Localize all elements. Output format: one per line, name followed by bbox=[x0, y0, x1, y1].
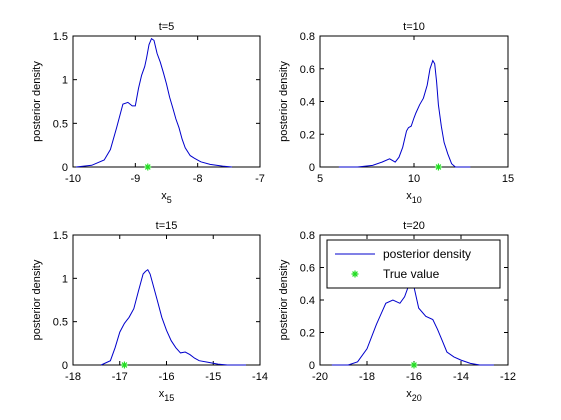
legend-entry-label: True value bbox=[383, 267, 440, 281]
y-tick-label: 0.8 bbox=[300, 31, 315, 43]
x-tick-label: -14 bbox=[453, 371, 469, 383]
y-tick-label: 0.6 bbox=[300, 263, 315, 275]
y-tick-label: 1.5 bbox=[53, 31, 68, 43]
density-line bbox=[100, 268, 246, 366]
y-tick-label: 1 bbox=[62, 75, 68, 87]
x-tick-label: -20 bbox=[312, 371, 328, 383]
x-axis-label: x15 bbox=[159, 388, 175, 403]
legend: posterior density True value bbox=[326, 239, 501, 289]
legend-marker-swatch bbox=[351, 270, 359, 278]
subplot-title: t=20 bbox=[403, 220, 425, 232]
x-tick-label: -12 bbox=[500, 371, 516, 383]
y-tick-label: 0 bbox=[309, 360, 315, 372]
density-line bbox=[76, 37, 232, 168]
y-tick-label: 0.6 bbox=[300, 64, 315, 76]
subplot-1: -10 -9 -8 -7 0 0.5 1 1.5 t=5 x5 posterior density bbox=[31, 21, 265, 205]
y-tick-label: 1 bbox=[62, 273, 68, 285]
x-tick-label: -9 bbox=[130, 173, 140, 185]
y-tick-label: 0.8 bbox=[300, 230, 315, 242]
x-axis-label-main: x bbox=[406, 190, 412, 202]
x-tick-label: -17 bbox=[112, 371, 128, 383]
y-tick-label: 0.2 bbox=[300, 328, 315, 340]
x-tick-label: -8 bbox=[193, 173, 203, 185]
x-tick-label: 15 bbox=[502, 173, 514, 185]
x-tick-label: -16 bbox=[159, 371, 175, 383]
plot-area bbox=[72, 234, 261, 366]
x-tick-label: -18 bbox=[65, 371, 81, 383]
y-tick-label: 0.5 bbox=[53, 317, 68, 329]
x-axis-label-main: x bbox=[406, 388, 412, 400]
y-tick-label: 0 bbox=[62, 360, 68, 372]
x-tick-label: 10 bbox=[408, 173, 420, 185]
y-tick-label: 0.4 bbox=[300, 97, 315, 109]
y-tick-label: 0.2 bbox=[300, 129, 315, 141]
density-line bbox=[338, 59, 471, 168]
y-tick-label: 1.5 bbox=[53, 230, 68, 242]
y-axis-label: posterior density bbox=[278, 61, 290, 142]
x-axis-label: x5 bbox=[161, 190, 172, 205]
subplot-3: -18 -17 -16 -15 -14 0 0.5 1 1.5 t=15 x15 posterior … bbox=[31, 220, 268, 403]
x-tick-label: -15 bbox=[205, 371, 221, 383]
x-tick-label: -10 bbox=[65, 173, 81, 185]
y-axis-label: posterior density bbox=[31, 61, 43, 142]
plot-area bbox=[319, 35, 509, 168]
y-tick-label: 0 bbox=[309, 162, 315, 174]
subplot-title: t=10 bbox=[403, 21, 425, 33]
legend-entry-label: posterior density bbox=[383, 247, 471, 261]
plot-area bbox=[72, 35, 261, 168]
x-tick-label: -14 bbox=[252, 371, 268, 383]
true-value-marker bbox=[434, 163, 442, 171]
subplot-4: -20 -18 -16 -14 -12 0 0.2 0.4 0.6 0.8 t=20 x20 poste… bbox=[278, 220, 516, 403]
x-axis-label-main: x bbox=[161, 190, 167, 202]
x-axis-label-main: x bbox=[159, 388, 165, 400]
y-tick-label: 0.5 bbox=[53, 118, 68, 130]
legend-box bbox=[326, 239, 501, 289]
x-tick-label: 5 bbox=[317, 173, 323, 185]
true-value-marker bbox=[120, 361, 128, 369]
y-axis-label: posterior density bbox=[278, 259, 290, 340]
x-axis-label: x20 bbox=[406, 388, 422, 403]
x-axis-label-subscript: 15 bbox=[164, 393, 174, 403]
density-line bbox=[331, 283, 494, 366]
x-axis-label-subscript: 10 bbox=[412, 195, 422, 205]
y-axis-label: posterior density bbox=[31, 259, 43, 340]
subplot-title: t=5 bbox=[159, 21, 175, 33]
x-tick-label: -16 bbox=[406, 371, 422, 383]
x-tick-label: -18 bbox=[359, 371, 375, 383]
x-tick-label: -7 bbox=[255, 173, 265, 185]
x-axis-label-subscript: 20 bbox=[412, 393, 422, 403]
true-value-marker bbox=[144, 163, 152, 171]
true-value-marker bbox=[410, 361, 418, 369]
y-tick-label: 0.4 bbox=[300, 295, 315, 307]
subplot-title: t=15 bbox=[156, 220, 178, 232]
x-axis-label: x10 bbox=[406, 190, 422, 205]
x-axis-label-subscript: 5 bbox=[167, 195, 172, 205]
y-tick-label: 0 bbox=[62, 162, 68, 174]
